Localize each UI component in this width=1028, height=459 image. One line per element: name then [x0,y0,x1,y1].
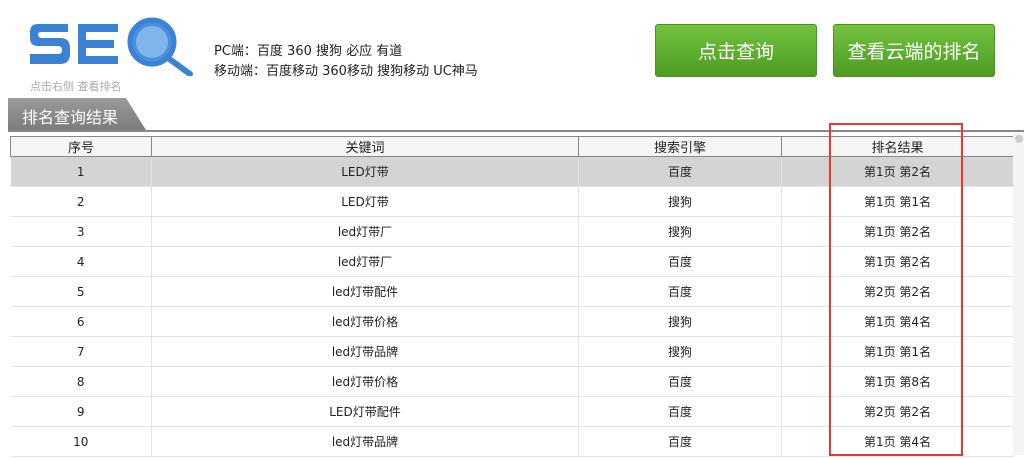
supported-platforms: PC端：百度 360 搜狗 必应 有道 移动端：百度移动 360移动 搜狗移动 … [214,42,478,82]
ranking-table: 序号 关键词 搜索引擎 排名结果 1 LED灯带 百度 第1页 第2名 2 LED灯带 搜狗… [10,136,1014,457]
header-rank[interactable]: 排名结果 [781,136,1014,157]
mobile-engines: 移动端：百度移动 360移动 搜狗移动 UC神马 [214,64,478,79]
cell-rank: 第1页 第2名 [781,156,1014,187]
tab-ranking-results[interactable]: 排名查询结果 [8,98,146,130]
divider [8,130,1024,132]
header-index[interactable]: 序号 [10,136,152,157]
cell-keyword: led灯带价格 [151,366,579,397]
cell-keyword: led灯带价格 [151,306,579,337]
table-row[interactable]: 1 LED灯带 百度 第1页 第2名 [10,156,1014,187]
cell-engine: 百度 [578,276,782,307]
cell-keyword: led灯带品牌 [151,426,579,457]
cell-engine: 搜狗 [578,336,782,367]
query-button[interactable]: 点击查询 [655,24,817,77]
cell-index: 6 [10,306,152,337]
cell-engine: 百度 [578,396,782,427]
seo-logo [28,14,208,76]
cell-index: 1 [10,156,152,187]
cell-engine: 百度 [578,156,782,187]
cell-rank: 第2页 第2名 [781,276,1014,307]
cell-rank: 第1页 第8名 [781,366,1014,397]
cell-engine: 百度 [578,246,782,277]
table-row[interactable]: 5 led灯带配件 百度 第2页 第2名 [10,276,1014,307]
cell-index: 2 [10,186,152,217]
cloud-ranking-button[interactable]: 查看云端的排名 [833,24,995,77]
table-row[interactable]: 7 led灯带品牌 搜狗 第1页 第1名 [10,336,1014,367]
cell-engine: 搜狗 [578,186,782,217]
table-row[interactable]: 3 led灯带厂 搜狗 第1页 第2名 [10,216,1014,247]
cell-rank: 第1页 第4名 [781,306,1014,337]
pc-engines: PC端：百度 360 搜狗 必应 有道 [214,44,403,59]
cell-engine: 百度 [578,366,782,397]
cell-keyword: led灯带品牌 [151,336,579,367]
cell-index: 8 [10,366,152,397]
scrollbar[interactable] [1013,133,1024,455]
table-row[interactable]: 6 led灯带价格 搜狗 第1页 第4名 [10,306,1014,337]
cell-keyword: LED灯带 [151,186,579,217]
logo-subtitle: 点击右侧 查看排名 [30,80,122,93]
cell-index: 5 [10,276,152,307]
cell-index: 10 [10,426,152,457]
cell-rank: 第1页 第2名 [781,246,1014,277]
cell-keyword: led灯带厂 [151,216,579,247]
cell-keyword: led灯带厂 [151,246,579,277]
header-engine[interactable]: 搜索引擎 [578,136,782,157]
cell-rank: 第2页 第2名 [781,396,1014,427]
scrollbar-thumb[interactable] [1015,135,1023,143]
cell-engine: 搜狗 [578,216,782,247]
cell-index: 3 [10,216,152,247]
cell-engine: 搜狗 [578,306,782,337]
table-row[interactable]: 4 led灯带厂 百度 第1页 第2名 [10,246,1014,277]
cell-rank: 第1页 第2名 [781,216,1014,247]
header-keyword[interactable]: 关键词 [151,136,579,157]
cell-keyword: LED灯带配件 [151,396,579,427]
table-row[interactable]: 10 led灯带品牌 百度 第1页 第4名 [10,426,1014,457]
cell-keyword: LED灯带 [151,156,579,187]
table-row[interactable]: 9 LED灯带配件 百度 第2页 第2名 [10,396,1014,427]
cell-keyword: led灯带配件 [151,276,579,307]
cell-index: 7 [10,336,152,367]
cell-index: 4 [10,246,152,277]
table-row[interactable]: 2 LED灯带 搜狗 第1页 第1名 [10,186,1014,217]
cell-engine: 百度 [578,426,782,457]
cell-rank: 第1页 第1名 [781,336,1014,367]
cell-rank: 第1页 第4名 [781,426,1014,457]
cell-rank: 第1页 第1名 [781,186,1014,217]
cell-index: 9 [10,396,152,427]
table-row[interactable]: 8 led灯带价格 百度 第1页 第8名 [10,366,1014,397]
